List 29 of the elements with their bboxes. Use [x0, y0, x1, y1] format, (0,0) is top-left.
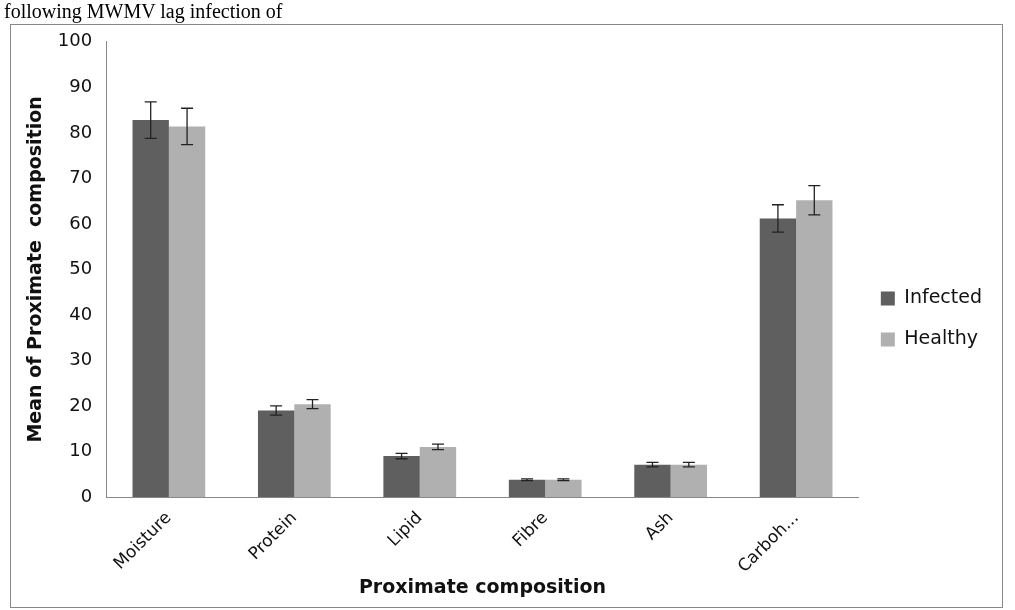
- legend-label: Healthy: [904, 326, 978, 349]
- x-tick-label: Ash: [640, 507, 677, 544]
- y-tick-label: 40: [69, 302, 93, 324]
- text: following MWMV lag infection of: [4, 0, 283, 22]
- bar: [634, 464, 671, 498]
- legend-label: Infected: [904, 285, 982, 308]
- bar: [257, 410, 295, 498]
- y-tick-label: 50: [69, 257, 93, 279]
- bar: [294, 404, 331, 498]
- bar: [545, 479, 582, 498]
- y-tick-label: 100: [57, 29, 93, 51]
- bar: [670, 464, 708, 498]
- bar: [419, 446, 457, 498]
- bar: [132, 120, 169, 498]
- y-tick-label: 90: [69, 74, 93, 96]
- y-tick-label: 30: [69, 348, 93, 370]
- x-axis-title: Proximate composition: [358, 574, 607, 597]
- bar: [759, 218, 797, 498]
- y-tick-label: 10: [69, 439, 93, 461]
- y-tick-label: 20: [69, 393, 93, 415]
- y-tick-label: 80: [69, 120, 93, 142]
- bar: [796, 200, 833, 498]
- y-tick-label: 0: [80, 484, 93, 506]
- bar: [168, 126, 206, 498]
- bar: [383, 456, 420, 498]
- bar: [508, 479, 546, 498]
- y-axis-title: Mean of Proximate composition: [23, 96, 46, 443]
- y-tick-label: 70: [69, 166, 93, 188]
- y-tick-label: 60: [69, 211, 93, 233]
